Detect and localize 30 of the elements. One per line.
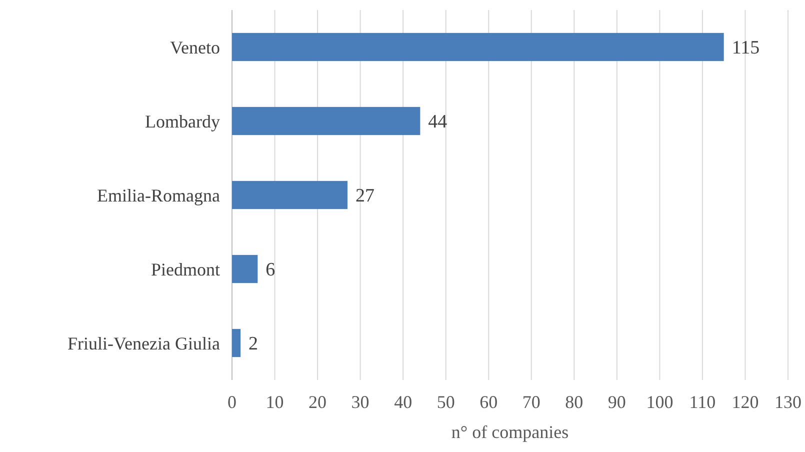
data-label: 2 (248, 334, 258, 355)
x-tick-label: 100 (646, 392, 674, 412)
data-label: 115 (732, 38, 760, 59)
x-tick-label: 120 (732, 392, 759, 412)
x-tick-label: 50 (436, 392, 455, 412)
x-tick-label: 40 (394, 392, 412, 412)
y-tick-label: Lombardy (145, 111, 220, 132)
bar (232, 106, 420, 136)
y-tick-label: Emilia-Romagna (97, 185, 220, 206)
x-tick-label: 80 (565, 392, 584, 412)
y-tick-label: Veneto (170, 37, 220, 58)
data-label: 27 (355, 186, 374, 207)
x-tick-label: 20 (308, 392, 327, 412)
x-axis-title: n° of companies (451, 422, 569, 442)
data-label: 44 (428, 112, 448, 133)
bar (232, 254, 258, 284)
data-label: 6 (266, 260, 276, 281)
x-tick-label: 70 (522, 392, 540, 412)
bar (232, 32, 724, 62)
x-tick-label: 60 (480, 392, 498, 412)
x-tick-label: 30 (351, 392, 370, 412)
y-tick-label: Piedmont (150, 259, 220, 280)
x-tick-label: 10 (266, 392, 284, 412)
x-tick-label: 90 (608, 392, 626, 412)
bar (232, 328, 241, 358)
x-tick-label: 0 (228, 392, 236, 412)
y-tick-label: Friuli-Venezia Giulia (68, 333, 220, 354)
x-tick-label: 130 (774, 392, 802, 412)
x-tick-label: 110 (689, 392, 716, 412)
bar (232, 180, 348, 210)
